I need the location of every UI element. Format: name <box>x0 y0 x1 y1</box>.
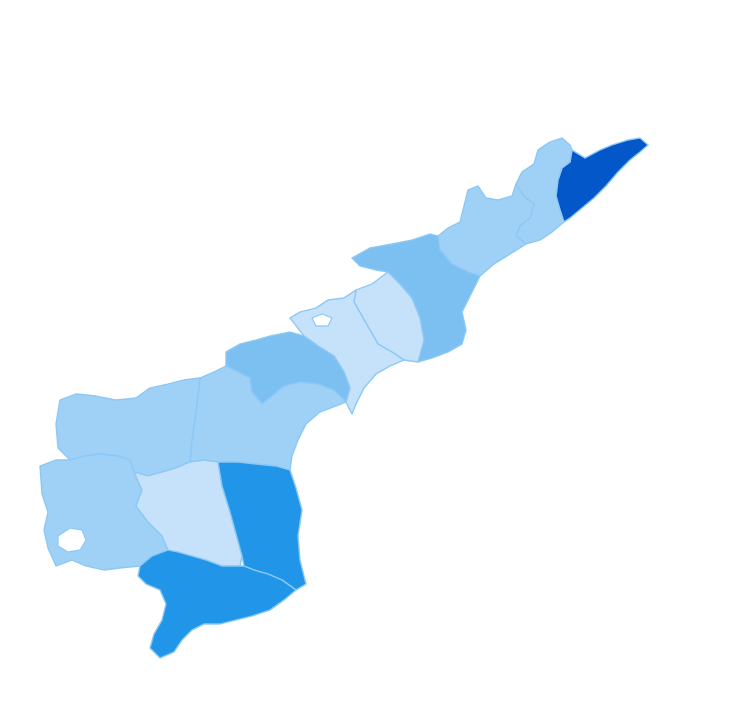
district-kadapa[interactable] <box>133 459 243 567</box>
enclave-krishna <box>311 313 333 327</box>
district-chittoor[interactable] <box>137 549 297 659</box>
district-nellore[interactable] <box>217 461 307 591</box>
district-visakhapatnam[interactable] <box>437 183 535 277</box>
enclave-anantapur <box>57 527 87 553</box>
